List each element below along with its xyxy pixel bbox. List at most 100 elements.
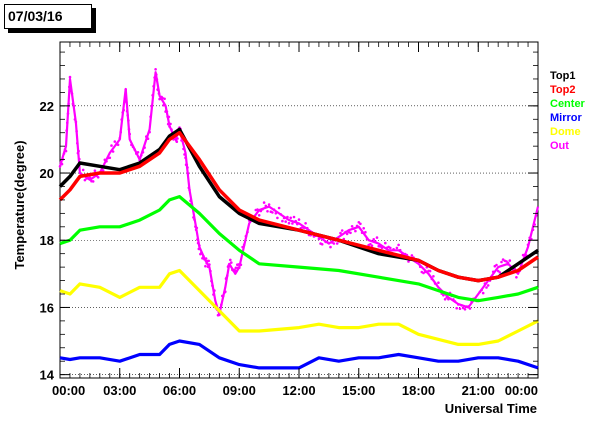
data-point-out (297, 218, 301, 221)
data-point-out (225, 276, 228, 279)
data-point-out (267, 203, 271, 206)
data-point-out (418, 265, 422, 269)
data-point-out (274, 212, 278, 215)
legend-entry-center: Center (550, 98, 586, 110)
y-tick-label: 22 (40, 99, 54, 114)
data-point-out (210, 279, 213, 283)
data-point-out (197, 247, 201, 251)
legend: Top1 Top2 Center Mirror Dome Out (550, 70, 586, 152)
data-point-out (193, 218, 196, 221)
data-point-out (127, 119, 130, 122)
data-point-out (284, 220, 288, 223)
data-point-out (126, 114, 129, 117)
data-point-out (329, 245, 332, 249)
data-point-out (226, 274, 229, 277)
data-point-out (320, 243, 324, 246)
x-tick-label: 09:00 (223, 383, 256, 398)
x-tick-label: 06:00 (163, 383, 196, 398)
data-point-out (325, 240, 329, 244)
data-point-out (67, 102, 70, 106)
data-point-out (375, 236, 379, 239)
data-point-out (349, 231, 352, 235)
data-point-out (264, 204, 268, 208)
data-point-out (204, 264, 207, 268)
data-point-out (105, 160, 108, 163)
data-point-out (196, 241, 200, 245)
data-point-out (71, 102, 75, 106)
legend-entry-out: Out (550, 140, 569, 152)
legend-entry-top2: Top2 (550, 84, 575, 96)
series-center (59, 195, 539, 303)
data-point-out (101, 169, 105, 172)
data-point-out (244, 234, 248, 238)
data-point-out (195, 226, 199, 230)
data-point-out (68, 85, 71, 89)
data-point-out (291, 222, 294, 225)
data-point-out (206, 265, 210, 269)
data-point-out (182, 147, 185, 151)
data-point-out (355, 224, 359, 228)
data-point-out (370, 244, 374, 247)
data-point-out (91, 180, 95, 183)
data-point-out (148, 130, 151, 134)
x-tick-label: 00:00 (505, 383, 538, 398)
data-point-out (103, 158, 107, 162)
data-point-out (124, 88, 127, 91)
data-point-out (241, 245, 244, 249)
series-layer (58, 68, 540, 370)
data-point-out (184, 156, 187, 160)
data-point-out (81, 168, 85, 172)
data-point-out (69, 89, 73, 93)
data-point-out (460, 304, 464, 307)
data-point-out (77, 149, 80, 153)
data-point-out (455, 306, 459, 310)
legend-entry-mirror: Mirror (550, 112, 583, 124)
data-point-out (442, 294, 445, 297)
data-point-out (392, 248, 395, 251)
data-point-out (186, 172, 190, 175)
data-point-out (359, 222, 362, 226)
data-point-out (157, 88, 160, 92)
series-mirror (59, 339, 539, 370)
data-point-out (296, 222, 299, 226)
data-point-out (276, 216, 279, 220)
data-point-out (365, 237, 369, 241)
data-point-out (237, 263, 240, 266)
data-point-out (335, 242, 339, 245)
data-point-out (384, 241, 387, 245)
data-point-out (443, 298, 447, 301)
data-point-out (445, 296, 449, 299)
data-point-out (500, 260, 503, 264)
data-point-out (76, 151, 80, 155)
data-point-out (362, 227, 366, 230)
x-tick-label: 03:00 (103, 383, 136, 398)
data-point-out (70, 92, 74, 95)
data-point-out (224, 290, 227, 294)
data-point-out (205, 261, 208, 265)
data-point-out (281, 219, 284, 223)
data-point-out (304, 222, 307, 225)
series-dome (59, 268, 539, 346)
data-point-out (66, 121, 69, 124)
data-point-out (65, 129, 68, 132)
data-point-out (152, 85, 155, 88)
data-point-out (208, 263, 211, 266)
data-point-out (271, 211, 274, 214)
x-axis-label: Universal Time (445, 401, 537, 416)
data-point-out (58, 165, 62, 168)
data-point-out (110, 144, 113, 147)
data-point-out (211, 284, 214, 287)
data-point-out (201, 257, 204, 260)
data-point-out (64, 149, 68, 153)
data-point-out (136, 151, 140, 154)
x-tick-label: 15:00 (342, 383, 375, 398)
data-point-out (145, 135, 148, 138)
data-point-out (157, 92, 161, 95)
data-point-out (317, 237, 321, 241)
data-point-out (526, 243, 530, 247)
data-point-out (108, 156, 112, 160)
data-point-out (161, 96, 164, 100)
data-point-out (140, 154, 143, 157)
data-point-out (183, 153, 186, 156)
y-axis-label: Temperature(degree) (12, 140, 27, 269)
